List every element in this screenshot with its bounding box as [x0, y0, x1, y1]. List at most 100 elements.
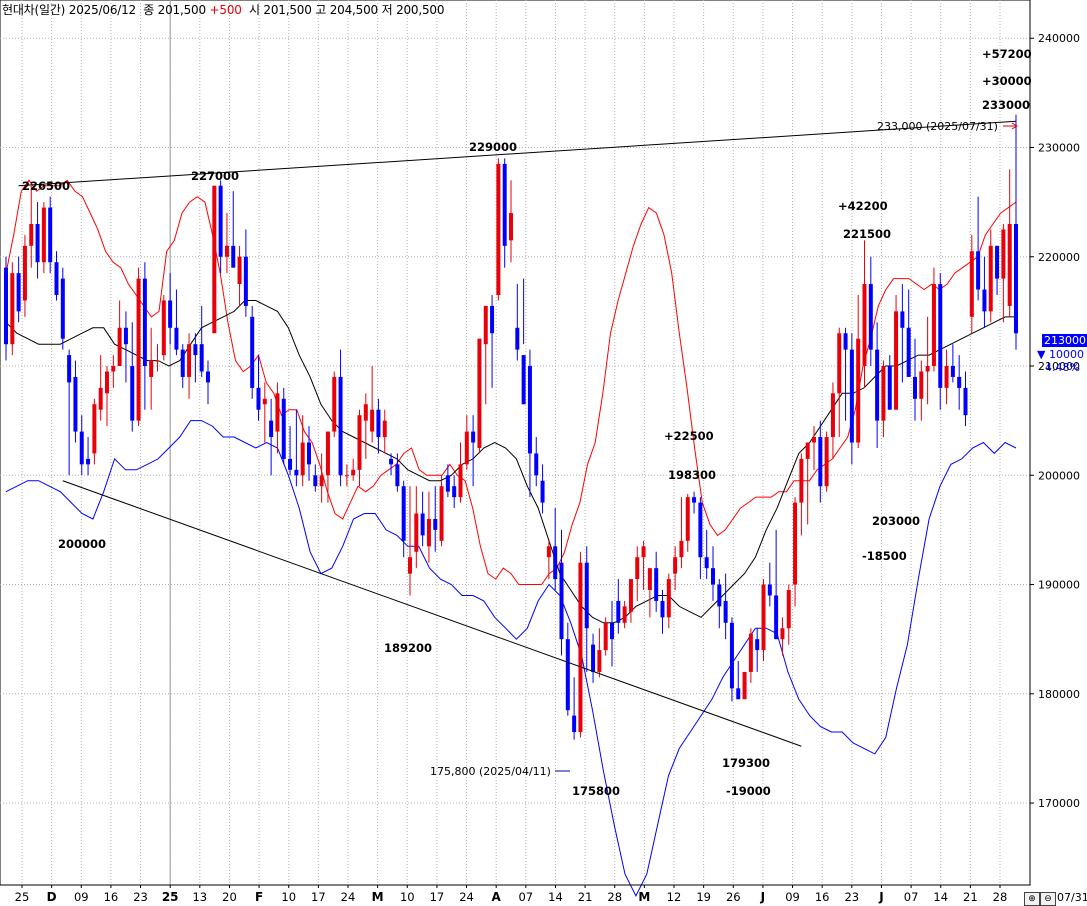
candle-body: [647, 568, 652, 590]
candle: [521, 278, 526, 405]
candle-body: [48, 207, 53, 263]
candle: [294, 409, 299, 487]
candle: [843, 327, 848, 421]
candle: [212, 185, 217, 334]
annotation-label: 233000: [982, 98, 1030, 112]
candle: [780, 617, 785, 656]
candle-body: [812, 437, 816, 443]
candle: [995, 245, 1000, 295]
candle: [868, 256, 873, 367]
candle: [610, 600, 614, 667]
candle: [540, 464, 545, 514]
annotation-label: 227000: [191, 169, 239, 183]
bollinger-upper-line: [5, 179, 1017, 585]
candle: [199, 305, 204, 377]
candle-body: [944, 366, 949, 388]
candle: [565, 622, 570, 716]
candle: [774, 529, 779, 640]
candle-body: [546, 546, 551, 558]
candle: [16, 256, 21, 323]
candle-body: [477, 338, 482, 448]
candle: [464, 415, 469, 470]
candle-body: [10, 273, 15, 345]
candle: [161, 295, 166, 361]
candle-body: [957, 376, 962, 388]
candle-body: [224, 245, 229, 257]
candle: [818, 420, 823, 503]
candle-body: [767, 584, 772, 596]
candle: [666, 573, 671, 629]
annotation-label: 221500: [843, 227, 891, 241]
candle-body: [793, 502, 798, 585]
candle-body: [565, 639, 570, 711]
candle-body: [433, 518, 438, 530]
candle: [1014, 114, 1018, 350]
candle: [98, 355, 103, 421]
candle: [685, 493, 690, 552]
candle-body: [41, 207, 46, 263]
x-tick-label: 09: [785, 890, 800, 904]
candle-body: [900, 311, 905, 328]
x-tick-label: 24: [341, 890, 356, 904]
candle-body: [818, 437, 823, 487]
candle: [351, 458, 356, 481]
candle: [969, 234, 974, 334]
candle: [420, 491, 425, 547]
candle: [799, 453, 804, 536]
candle-body: [344, 475, 349, 477]
candle-body: [471, 431, 476, 443]
candle-body: [357, 415, 362, 470]
candle: [281, 387, 286, 465]
candle: [584, 546, 589, 672]
open-label: 시: [248, 3, 260, 17]
open-value: 201,500: [263, 3, 312, 17]
x-tick-label: F: [255, 890, 263, 904]
candle: [628, 579, 633, 623]
chart-header: 현대차(일간) 2025/06/12 종 201,500 +500 시 201,…: [2, 1, 444, 18]
candle: [755, 628, 760, 672]
candle-body: [509, 213, 513, 241]
candle: [509, 180, 513, 263]
candle-body: [704, 557, 709, 569]
zoom-in-icon[interactable]: ⊕: [1024, 892, 1040, 906]
candle: [894, 295, 899, 410]
candle-body: [67, 355, 72, 383]
candle: [458, 442, 463, 503]
candle: [786, 584, 791, 645]
candle-body: [925, 366, 930, 372]
candle-body: [635, 557, 640, 580]
candle-body: [988, 245, 993, 312]
x-tick-label: 09: [74, 890, 89, 904]
x-tick-label: D: [47, 890, 57, 904]
candle-body: [755, 639, 760, 651]
candle: [92, 398, 97, 465]
candle: [376, 398, 381, 454]
candle: [142, 262, 147, 410]
candle-body: [578, 562, 583, 733]
annotation-label: 198300: [668, 468, 716, 482]
candle: [48, 196, 53, 274]
candle-body: [288, 458, 293, 470]
chart-date: 2025/06/12: [68, 3, 136, 17]
candle: [4, 256, 8, 361]
candle: [269, 398, 274, 476]
candle-body: [174, 327, 179, 350]
candle: [180, 344, 185, 388]
candle: [117, 300, 122, 367]
y-tick-label: 170000: [1038, 797, 1080, 810]
candle-body: [123, 327, 128, 345]
candle: [534, 437, 539, 487]
candle: [900, 284, 905, 383]
candle-body: [837, 333, 842, 394]
candle: [654, 551, 659, 612]
candle-body: [161, 300, 166, 356]
candle-body: [906, 327, 911, 377]
candle: [325, 431, 330, 503]
zoom-out-icon[interactable]: ⊖: [1040, 892, 1056, 906]
candle: [849, 333, 854, 465]
x-tick-label: 25: [15, 890, 30, 904]
candle-body: [319, 475, 324, 487]
candle-body: [29, 223, 34, 246]
close-label: 종: [143, 3, 155, 17]
